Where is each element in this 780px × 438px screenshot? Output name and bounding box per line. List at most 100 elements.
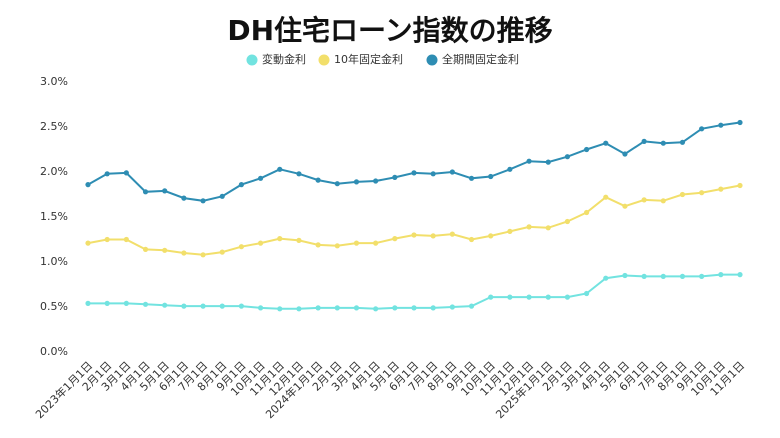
chart-title: DH住宅ローン指数の推移: [227, 14, 552, 47]
data-point: [162, 188, 168, 194]
data-point: [468, 175, 475, 181]
data-point: [430, 233, 436, 239]
data-point: [603, 194, 609, 200]
data-point: [257, 305, 264, 311]
y-tick-label: 2.5%: [40, 120, 68, 133]
data-point: [411, 305, 417, 311]
legend-marker: [246, 54, 258, 66]
data-point: [468, 236, 475, 243]
data-point: [660, 198, 666, 204]
data-point: [200, 252, 206, 258]
data-point: [85, 182, 91, 188]
data-point: [142, 189, 149, 195]
data-point: [334, 305, 340, 311]
legend-marker: [318, 54, 330, 66]
data-point: [660, 273, 666, 279]
data-point: [564, 294, 571, 300]
data-point: [430, 171, 436, 177]
data-point: [142, 246, 149, 252]
data-point: [142, 301, 149, 307]
data-point: [315, 242, 321, 248]
data-point: [181, 303, 187, 309]
data-point: [622, 272, 628, 279]
data-point: [718, 122, 724, 128]
data-point: [526, 158, 532, 164]
data-point: [564, 218, 571, 225]
data-point: [603, 275, 609, 281]
data-point: [123, 236, 129, 243]
data-point: [468, 303, 475, 309]
data-point: [583, 209, 590, 216]
data-point: [449, 304, 455, 310]
data-point: [699, 126, 705, 132]
data-point: [296, 171, 302, 177]
data-point: [679, 191, 686, 198]
data-point: [507, 166, 513, 172]
data-point: [238, 303, 245, 309]
data-point: [373, 178, 379, 184]
data-point: [488, 294, 494, 300]
data-point: [488, 233, 494, 239]
data-point: [699, 190, 705, 196]
data-point: [181, 250, 187, 256]
data-point: [526, 224, 532, 230]
data-point: [679, 273, 686, 279]
data-point: [411, 232, 417, 238]
data-point: [583, 290, 590, 297]
data-point: [315, 305, 321, 311]
data-point: [449, 231, 455, 237]
data-point: [123, 170, 129, 176]
data-point: [257, 175, 264, 181]
y-tick-label: 0.5%: [40, 300, 68, 313]
data-point: [238, 182, 245, 188]
data-point: [430, 305, 436, 311]
data-point: [392, 236, 398, 242]
data-point: [200, 198, 206, 204]
data-point: [181, 195, 187, 201]
data-point: [622, 203, 628, 209]
data-point: [353, 305, 360, 311]
data-point: [622, 151, 628, 157]
data-point: [277, 166, 283, 172]
data-point: [334, 243, 340, 249]
data-point: [334, 181, 340, 187]
data-point: [392, 174, 398, 180]
data-point: [104, 300, 110, 306]
series-line: [87, 184, 741, 256]
data-point: [641, 138, 647, 144]
legend-label: 変動金利: [262, 52, 306, 66]
data-point: [315, 177, 321, 183]
legend-marker: [426, 54, 438, 66]
data-point: [411, 170, 417, 176]
data-point: [641, 197, 647, 203]
data-point: [507, 294, 513, 300]
data-point: [296, 237, 302, 243]
data-point: [392, 305, 398, 311]
data-point: [85, 300, 91, 306]
data-point: [583, 146, 590, 153]
data-point: [277, 236, 283, 242]
y-tick-label: 1.5%: [40, 210, 68, 223]
data-point: [545, 159, 551, 165]
data-point: [679, 139, 686, 145]
data-point: [123, 300, 129, 306]
data-point: [238, 244, 245, 250]
data-point: [219, 249, 225, 255]
y-tick-label: 2.0%: [40, 165, 68, 178]
data-point: [200, 303, 206, 309]
data-point: [449, 169, 455, 175]
y-tick-label: 3.0%: [40, 75, 68, 88]
data-point: [219, 303, 225, 309]
data-point: [660, 140, 666, 146]
data-point: [162, 247, 168, 253]
data-point: [603, 140, 609, 146]
data-point: [162, 302, 168, 308]
data-point: [641, 273, 647, 279]
data-point: [507, 228, 513, 234]
data-point: [85, 240, 91, 246]
data-point: [353, 179, 360, 185]
data-point: [545, 294, 551, 300]
legend-label: 10年固定金利: [334, 52, 403, 66]
